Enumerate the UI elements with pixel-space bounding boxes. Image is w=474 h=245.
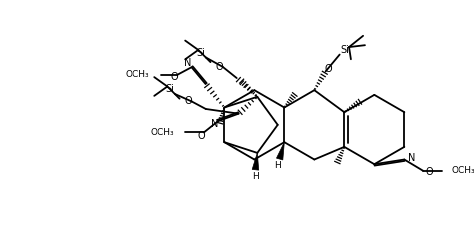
Text: OCH₃: OCH₃ (126, 70, 149, 79)
Polygon shape (276, 142, 284, 160)
Text: H: H (252, 172, 259, 181)
Text: OCH₃: OCH₃ (150, 128, 174, 137)
Text: Si: Si (340, 45, 349, 55)
Text: O: O (325, 64, 332, 74)
Text: OCH₃: OCH₃ (451, 166, 474, 175)
Text: H: H (274, 161, 281, 170)
Text: O: O (426, 167, 434, 177)
Text: O: O (184, 97, 192, 107)
Polygon shape (252, 153, 259, 170)
Text: N: N (408, 153, 415, 163)
Text: O: O (215, 62, 223, 72)
Text: Si: Si (197, 48, 206, 58)
Text: Si: Si (166, 84, 174, 94)
Text: O: O (197, 131, 205, 141)
Text: N: N (184, 58, 191, 68)
Text: O: O (171, 72, 179, 82)
Text: N: N (210, 119, 218, 129)
